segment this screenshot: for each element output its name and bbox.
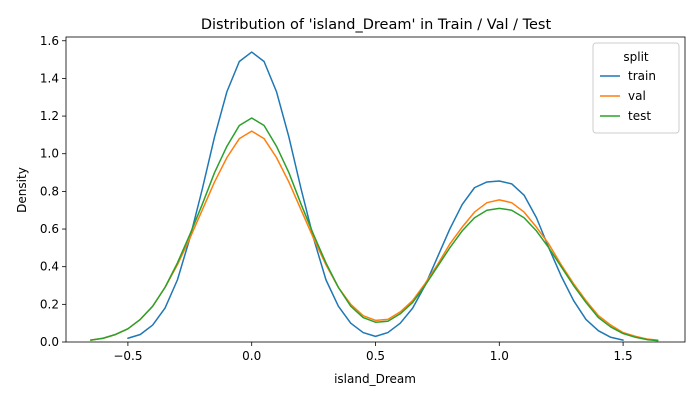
y-tick-label: 0.0	[40, 335, 59, 349]
x-tick-label: −0.5	[113, 349, 142, 363]
y-tick-label: 0.6	[40, 222, 59, 236]
y-axis-label: Density	[15, 167, 29, 213]
x-axis: −0.5 0.0 0.5 1.0 1.5	[113, 342, 633, 363]
y-tick-label: 1.6	[40, 34, 59, 48]
legend: split train val test	[592, 42, 680, 134]
y-tick-label: 0.4	[40, 260, 59, 274]
y-axis: 0.0 0.2 0.4 0.6 0.8 1.0 1.2 1.4 1.6	[40, 34, 66, 349]
series-line-train	[127, 51, 624, 341]
x-tick-label: 0.0	[242, 349, 261, 363]
x-axis-label: island_Dream	[334, 372, 416, 386]
x-tick-label: 1.5	[614, 349, 633, 363]
legend-label-val: val	[628, 89, 646, 103]
legend-label-train: train	[628, 69, 656, 83]
y-tick-label: 0.8	[40, 184, 59, 198]
series-line-val	[90, 130, 659, 341]
legend-items: train val test	[600, 69, 656, 123]
legend-frame	[592, 42, 680, 134]
series-line-test	[90, 117, 659, 342]
legend-label-test: test	[628, 109, 651, 123]
x-tick-label: 0.5	[366, 349, 385, 363]
y-tick-label: 0.2	[40, 297, 59, 311]
legend-title: split	[623, 50, 649, 64]
chart-title: Distribution of 'island_Dream' in Train …	[201, 17, 552, 33]
plot-area	[65, 36, 686, 343]
y-tick-label: 1.2	[40, 109, 59, 123]
y-tick-label: 1.0	[40, 147, 59, 161]
y-tick-label: 1.4	[40, 71, 59, 85]
x-tick-label: 1.0	[490, 349, 509, 363]
